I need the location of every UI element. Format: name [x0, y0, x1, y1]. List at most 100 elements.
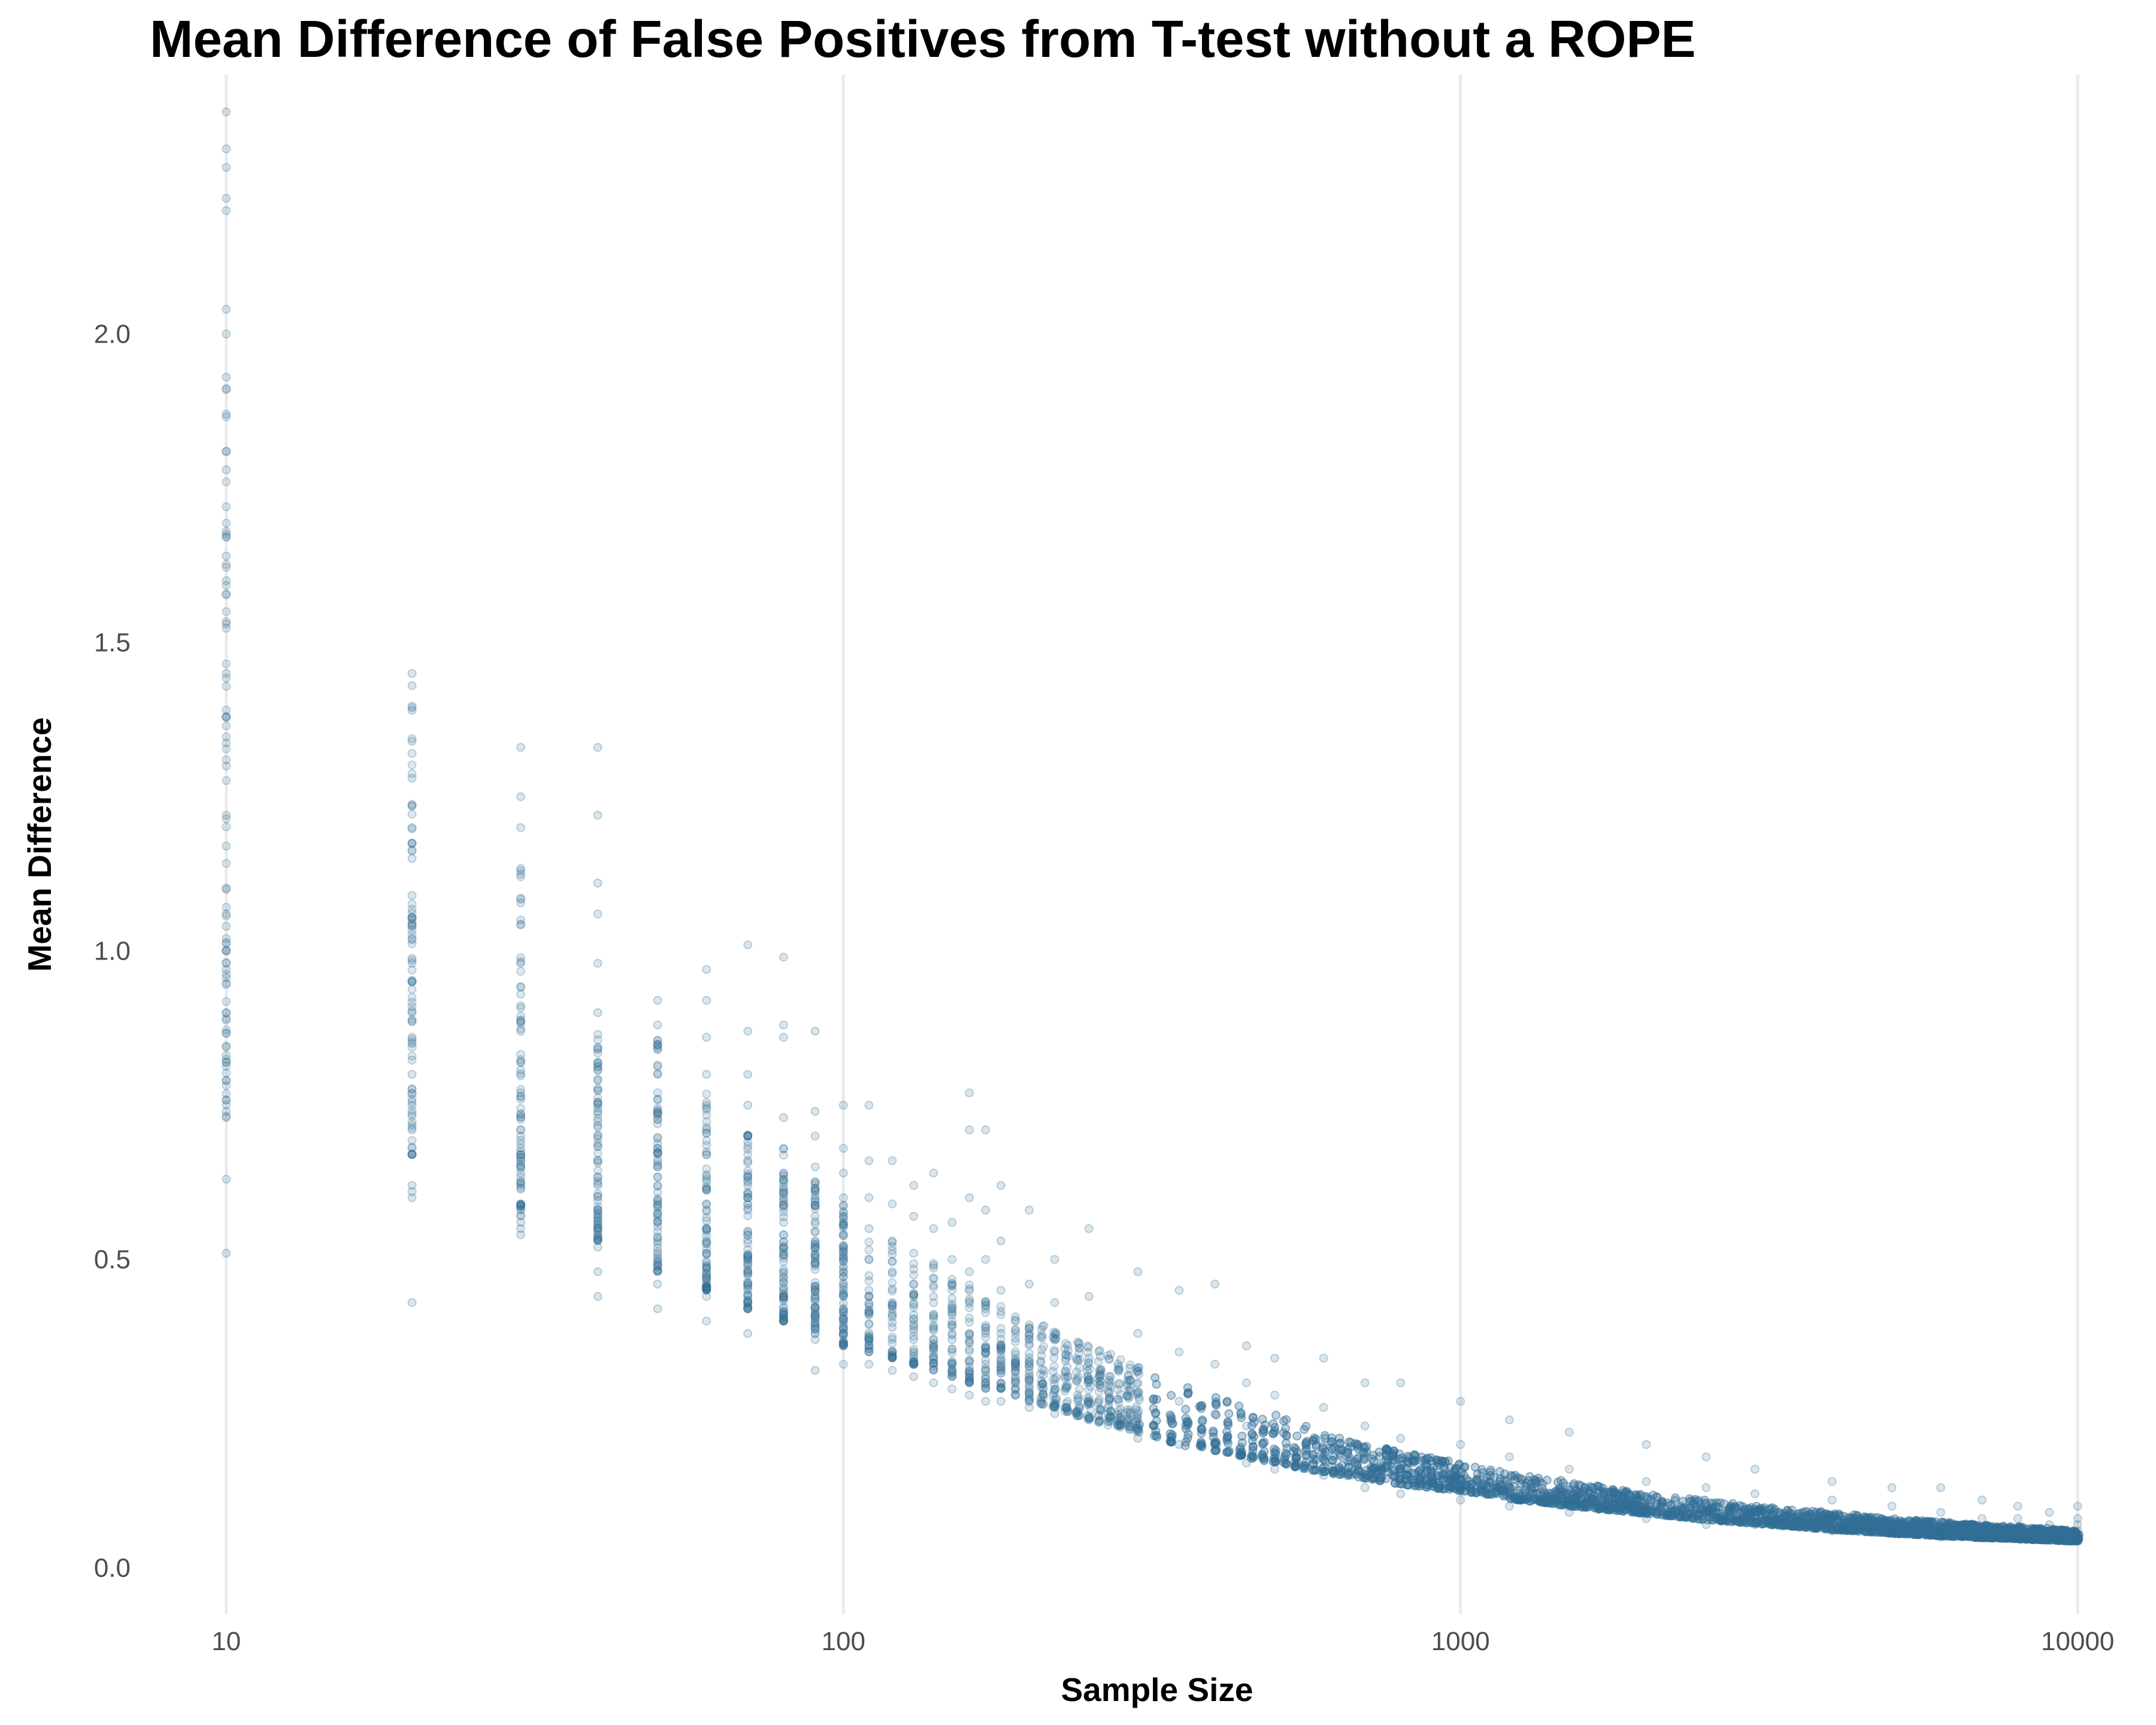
- scatter-point: [593, 1191, 602, 1201]
- scatter-point: [222, 934, 231, 943]
- scatter-point: [1827, 1495, 1837, 1505]
- scatter-point: [810, 1302, 820, 1312]
- scatter-point: [909, 1314, 919, 1324]
- scatter-point: [1096, 1365, 1106, 1375]
- scatter-point: [929, 1314, 938, 1324]
- scatter-point: [1064, 1351, 1073, 1361]
- scatter-point: [888, 1301, 897, 1311]
- scatter-point: [222, 373, 231, 382]
- scatter-point: [1095, 1381, 1105, 1390]
- scatter-point: [222, 911, 231, 921]
- scatter-point: [593, 1142, 602, 1151]
- scatter-point: [1083, 1372, 1093, 1382]
- scatter-point: [516, 1150, 525, 1160]
- scatter-point: [996, 1307, 1006, 1316]
- scatter-point: [996, 1343, 1006, 1352]
- scatter-point: [1071, 1409, 1081, 1418]
- scatter-point: [864, 1344, 874, 1354]
- scatter-point: [516, 982, 525, 991]
- scatter-point: [981, 1360, 991, 1369]
- scatter-point: [593, 1084, 602, 1093]
- scatter-point: [929, 1324, 938, 1334]
- scatter-point: [947, 1304, 957, 1314]
- scatter-point: [1011, 1355, 1020, 1365]
- scatter-point: [909, 1358, 919, 1367]
- scatter-point: [1094, 1370, 1104, 1380]
- scatter-point: [516, 920, 525, 930]
- scatter-point: [1049, 1353, 1059, 1363]
- scatter-point: [1133, 1409, 1143, 1418]
- scatter-point: [996, 1324, 1006, 1333]
- scatter-point: [1064, 1406, 1073, 1415]
- scatter-point: [810, 1284, 820, 1294]
- scatter-point: [1011, 1390, 1020, 1400]
- scatter-point: [1049, 1400, 1059, 1409]
- scatter-point: [864, 1291, 874, 1300]
- scatter-point: [222, 526, 231, 536]
- scatter-point: [516, 1024, 525, 1034]
- scatter-point: [222, 1013, 231, 1023]
- scatter-point: [516, 958, 525, 968]
- scatter-point: [743, 1230, 753, 1239]
- scatter-point: [909, 1360, 919, 1369]
- scatter-point: [1122, 1390, 1132, 1400]
- scatter-point: [1052, 1373, 1061, 1382]
- scatter-point: [1049, 1334, 1059, 1343]
- scatter-point: [981, 1347, 991, 1357]
- scatter-point: [1025, 1324, 1034, 1333]
- scatter-point: [1038, 1390, 1048, 1399]
- scatter-point: [1116, 1413, 1125, 1423]
- y-tick-label: 2.0: [94, 320, 131, 349]
- scatter-point: [702, 1200, 711, 1209]
- scatter-point: [407, 935, 417, 945]
- scatter-point: [407, 966, 417, 975]
- scatter-point: [222, 937, 231, 947]
- scatter-point: [702, 1292, 711, 1301]
- scatter-point: [947, 1303, 957, 1313]
- scatter-point: [965, 1330, 974, 1340]
- scatter-point: [1060, 1372, 1070, 1381]
- scatter-point: [743, 1278, 753, 1287]
- scatter-point: [743, 1245, 753, 1254]
- scatter-point: [1011, 1354, 1020, 1363]
- scatter-point: [1011, 1349, 1020, 1359]
- scatter-point: [743, 1303, 753, 1313]
- scatter-point: [702, 965, 711, 975]
- scatter-point: [593, 1066, 602, 1075]
- scatter-point: [593, 909, 602, 919]
- scatter-point: [407, 1016, 417, 1026]
- scatter-point: [653, 1149, 662, 1159]
- scatter-point: [1103, 1403, 1113, 1412]
- scatter-point: [1124, 1394, 1133, 1403]
- scatter-point: [1270, 1427, 1279, 1437]
- scatter-point: [653, 1209, 662, 1219]
- scatter-point: [909, 1181, 919, 1190]
- scatter-point: [810, 1249, 820, 1259]
- scatter-point: [222, 946, 231, 956]
- scatter-point: [407, 1298, 417, 1308]
- scatter-point: [222, 883, 231, 893]
- scatter-point: [407, 934, 417, 943]
- scatter-point: [779, 1113, 788, 1122]
- scatter-point: [1084, 1375, 1094, 1385]
- scatter-point: [1039, 1342, 1048, 1351]
- scatter-point: [702, 1279, 711, 1288]
- scatter-point: [222, 761, 231, 771]
- scatter-point: [702, 1272, 711, 1282]
- scatter-point: [222, 1107, 231, 1116]
- scatter-point: [1050, 1385, 1059, 1395]
- scatter-point: [593, 1042, 602, 1052]
- scatter-point: [222, 580, 231, 590]
- scatter-point: [702, 1269, 711, 1278]
- scatter-point: [864, 1224, 874, 1233]
- scatter-point: [810, 1328, 820, 1338]
- scatter-point: [888, 1353, 897, 1363]
- scatter-point: [1094, 1387, 1104, 1397]
- scatter-point: [1271, 1457, 1281, 1467]
- scatter-point: [1094, 1418, 1104, 1427]
- scatter-point: [1197, 1401, 1206, 1411]
- scatter-point: [1750, 1508, 1760, 1517]
- scatter-point: [838, 1340, 848, 1349]
- scatter-point: [743, 1027, 753, 1036]
- scatter-point: [1049, 1402, 1058, 1412]
